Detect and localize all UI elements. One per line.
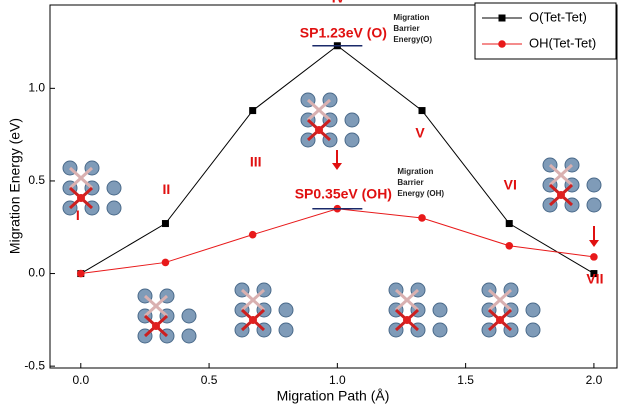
structure-icon — [61, 159, 123, 217]
point-label: IV — [332, 0, 346, 5]
annotation-note: Energy (OH) — [397, 189, 444, 198]
point — [505, 241, 514, 250]
structure-icon — [136, 287, 198, 345]
y-axis-title: Migration Energy (eV) — [7, 118, 23, 254]
point — [76, 269, 85, 278]
point — [418, 107, 426, 115]
structure-icon — [387, 281, 449, 339]
legend-marker — [498, 40, 506, 48]
x-tick-label: 2.0 — [586, 373, 603, 387]
point — [161, 220, 169, 228]
point-label: VII — [586, 271, 603, 287]
annotation-note: Barrier — [397, 178, 423, 187]
x-tick-label: 0.0 — [72, 373, 89, 387]
legend-box — [474, 2, 617, 60]
point-label: VI — [504, 176, 517, 192]
point — [418, 214, 426, 222]
structure-icon — [480, 281, 542, 339]
point-label: III — [250, 153, 262, 169]
point-label: I — [76, 207, 80, 223]
y-tick-label: 0.5 — [28, 173, 45, 187]
point — [590, 270, 598, 278]
x-axis-title: Migration Path (Å) — [277, 388, 390, 404]
x-tick-label: 1.5 — [457, 373, 474, 387]
arrow-head — [589, 240, 599, 247]
annotation-note: Migration — [393, 13, 429, 22]
structure-icons — [61, 91, 603, 345]
point — [249, 107, 257, 115]
point — [590, 253, 598, 261]
y-tick-label: -0.5 — [24, 358, 45, 372]
point-label: II — [163, 181, 171, 197]
legend: O(Tet-Tet) OH(Tet-Tet) — [474, 2, 617, 60]
x-tick-label: 0.5 — [201, 373, 218, 387]
point — [505, 220, 513, 228]
annotation-note: Energy(O) — [393, 35, 432, 44]
annotation-note: Barrier — [393, 24, 419, 33]
annotation: SP1.23eV (O) — [300, 24, 387, 40]
legend-label: O(Tet-Tet) — [529, 9, 587, 24]
structure-icon — [233, 281, 295, 339]
arrow-head — [332, 163, 342, 170]
annotation: SP0.35eV (OH) — [295, 185, 392, 201]
structure-icon — [299, 91, 361, 149]
point — [248, 230, 257, 239]
arrows — [332, 150, 599, 247]
structure-icon — [541, 156, 603, 214]
legend-marker — [498, 14, 506, 22]
y-tick-label: 1.0 — [28, 81, 45, 95]
plot-frame — [49, 4, 618, 369]
legend-label: OH(Tet-Tet) — [529, 35, 596, 50]
series-line — [80, 208, 594, 275]
y-tick-label: 0.0 — [28, 266, 45, 280]
x-tick-label: 1.0 — [329, 373, 346, 387]
point — [161, 258, 170, 267]
point-label: V — [415, 125, 425, 141]
annotation-note: Migration — [397, 167, 433, 176]
